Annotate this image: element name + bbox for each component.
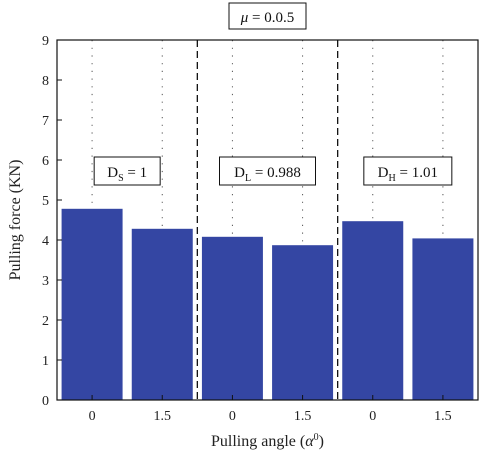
x-tick-label-0: 0 — [89, 409, 96, 424]
x-axis-title-text: Pulling angle ( — [211, 433, 305, 450]
bar-4 — [342, 221, 404, 400]
group-label-2: DH = 1.01 — [363, 156, 453, 186]
group-label-box-0 — [93, 156, 161, 186]
group-label-text-0: DS = 1 — [107, 165, 147, 184]
y-tick-label-8: 8 — [42, 74, 49, 89]
y-tick-label-4: 4 — [42, 234, 49, 249]
bar-3 — [272, 245, 334, 400]
x-tick-label-2: 0 — [229, 409, 236, 424]
bar-2 — [201, 236, 263, 400]
y-tick-label-6: 6 — [42, 154, 49, 169]
group-label-value-2: = 1.01 — [396, 165, 438, 181]
group-label-text-2: DH = 1.01 — [378, 165, 438, 184]
alpha-symbol: α — [305, 433, 314, 450]
group-label-sub-0: S — [118, 173, 124, 184]
y-tick-label-1: 1 — [42, 354, 49, 369]
bar-1 — [131, 228, 193, 400]
group-label-1: DL = 0.988 — [219, 156, 316, 186]
y-axis-title: Pulling force (KN) — [7, 160, 24, 281]
bars — [61, 208, 474, 400]
y-tick-label-3: 3 — [42, 274, 49, 289]
x-tick-label-1: 1.5 — [154, 409, 172, 424]
y-tick-label-2: 2 — [42, 314, 49, 329]
group-label-sub-1: L — [245, 173, 251, 184]
x-axis-title: Pulling angle (α0) — [211, 432, 324, 450]
bar-0 — [61, 208, 123, 400]
alpha-superscript: 0 — [314, 432, 319, 443]
friction-value: = 0.0.5 — [248, 10, 294, 26]
y-tick-label-5: 5 — [42, 194, 49, 209]
group-separators — [196, 40, 339, 400]
friction-symbol: μ — [240, 10, 249, 26]
x-axis-title-close: ) — [319, 433, 324, 450]
y-tick-label-9: 9 — [42, 34, 49, 49]
y-tick-label-0: 0 — [42, 394, 49, 409]
svg-text:μ = 0.0.5: μ = 0.0.5 — [240, 10, 295, 26]
x-tick-label-3: 1.5 — [294, 409, 312, 424]
group-label-text-1: DL = 0.988 — [234, 165, 301, 184]
group-label-main-1: D — [234, 165, 245, 181]
y-tick-label-7: 7 — [42, 114, 49, 129]
group-label-box-1 — [219, 156, 316, 186]
y-ticks: 0 1 2 3 4 5 6 7 8 9 — [42, 34, 62, 409]
group-label-value-0: = 1 — [124, 165, 147, 181]
friction-label-box: μ = 0.0.5 — [228, 2, 307, 30]
x-ticks: 0 1.5 0 1.5 0 1.5 — [89, 395, 452, 424]
group-labels: DS = 1 DL = 0.988 DH = 1.01 — [93, 156, 453, 186]
group-label-main-0: D — [107, 165, 118, 181]
group-label-value-1: = 0.988 — [251, 165, 301, 181]
group-label-sub-2: H — [389, 173, 396, 184]
plot-frame — [56, 39, 479, 401]
bar-5 — [412, 238, 474, 400]
group-label-box-2 — [363, 156, 453, 186]
group-label-main-2: D — [378, 165, 389, 181]
x-tick-label-4: 0 — [369, 409, 376, 424]
x-tick-label-5: 1.5 — [434, 409, 452, 424]
group-label-0: DS = 1 — [93, 156, 161, 186]
